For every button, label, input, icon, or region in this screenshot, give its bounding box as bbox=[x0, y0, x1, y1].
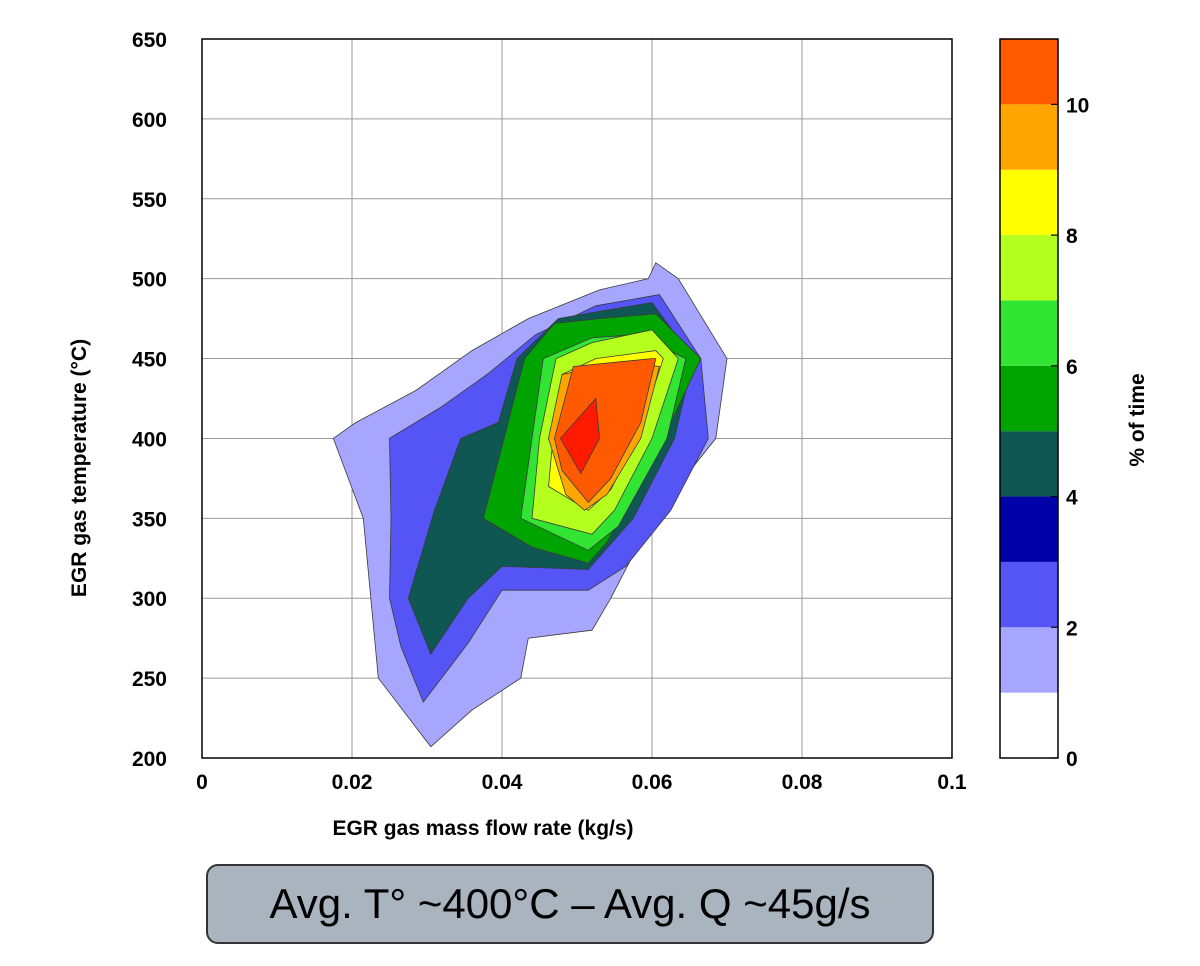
x-tick-labels: 0 0.02 0.04 0.06 0.08 0.1 bbox=[196, 771, 967, 794]
x-tick-label: 0.02 bbox=[332, 771, 373, 794]
colorbar-label: % of time bbox=[1126, 373, 1149, 466]
colorbar-tick-labels: 0 2 4 6 8 10 bbox=[1051, 94, 1089, 771]
summary-caption-text: Avg. T° ~400°C – Avg. Q ~45g/s bbox=[269, 880, 871, 927]
y-tick-label: 350 bbox=[132, 508, 167, 531]
colorbar-band-2 bbox=[1000, 561, 1058, 628]
y-tick-labels: 200 250 300 350 400 450 500 550 600 650 bbox=[132, 29, 167, 771]
y-axis-label: EGR gas temperature (°C) bbox=[68, 339, 91, 597]
y-tick-label: 450 bbox=[132, 349, 167, 372]
x-axis-label: EGR gas mass flow rate (kg/s) bbox=[332, 817, 633, 840]
colorbar-band-4 bbox=[1000, 431, 1058, 497]
contour-layer bbox=[332, 262, 728, 748]
y-tick-label: 550 bbox=[132, 189, 167, 212]
y-tick-label: 300 bbox=[132, 588, 167, 611]
y-tick-label: 200 bbox=[132, 748, 167, 771]
x-tick-label: 0.06 bbox=[632, 771, 673, 794]
contour-level-11 bbox=[560, 397, 600, 475]
colorbar-frame bbox=[999, 38, 1059, 759]
y-tick-label: 250 bbox=[132, 668, 167, 691]
x-tick-label: 0.08 bbox=[782, 771, 823, 794]
summary-caption-box: Avg. T° ~400°C – Avg. Q ~45g/s bbox=[206, 864, 934, 944]
y-tick-label: 400 bbox=[132, 428, 167, 451]
colorbar-tick-label: 10 bbox=[1066, 94, 1089, 117]
colorbar-band-1 bbox=[1000, 627, 1058, 693]
colorbar bbox=[1000, 39, 1058, 758]
y-tick-label: 500 bbox=[132, 269, 167, 292]
colorbar-tick-label: 2 bbox=[1066, 617, 1078, 640]
colorbar-band-0 bbox=[1000, 692, 1058, 758]
colorbar-tick-label: 6 bbox=[1066, 356, 1078, 379]
colorbar-tick-label: 4 bbox=[1066, 487, 1078, 510]
x-tick-label: 0.1 bbox=[937, 771, 967, 794]
x-tick-label: 0 bbox=[196, 771, 208, 794]
plot-frame bbox=[201, 38, 953, 759]
colorbar-band-9 bbox=[1000, 104, 1058, 170]
y-tick-label: 600 bbox=[132, 109, 167, 132]
colorbar-tick-label: 0 bbox=[1066, 748, 1078, 771]
colorbar-band-6 bbox=[1000, 300, 1058, 366]
y-tick-label: 650 bbox=[132, 29, 167, 52]
x-tick-label: 0.04 bbox=[482, 771, 523, 794]
colorbar-tick-label: 8 bbox=[1066, 225, 1078, 248]
colorbar-band-10 bbox=[1000, 39, 1058, 105]
colorbar-band-8 bbox=[1000, 169, 1058, 236]
colorbar-band-3 bbox=[1000, 496, 1058, 562]
colorbar-band-7 bbox=[1000, 235, 1058, 301]
colorbar-band-5 bbox=[1000, 365, 1058, 432]
